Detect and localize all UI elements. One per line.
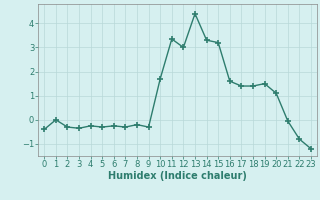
X-axis label: Humidex (Indice chaleur): Humidex (Indice chaleur) [108, 171, 247, 181]
